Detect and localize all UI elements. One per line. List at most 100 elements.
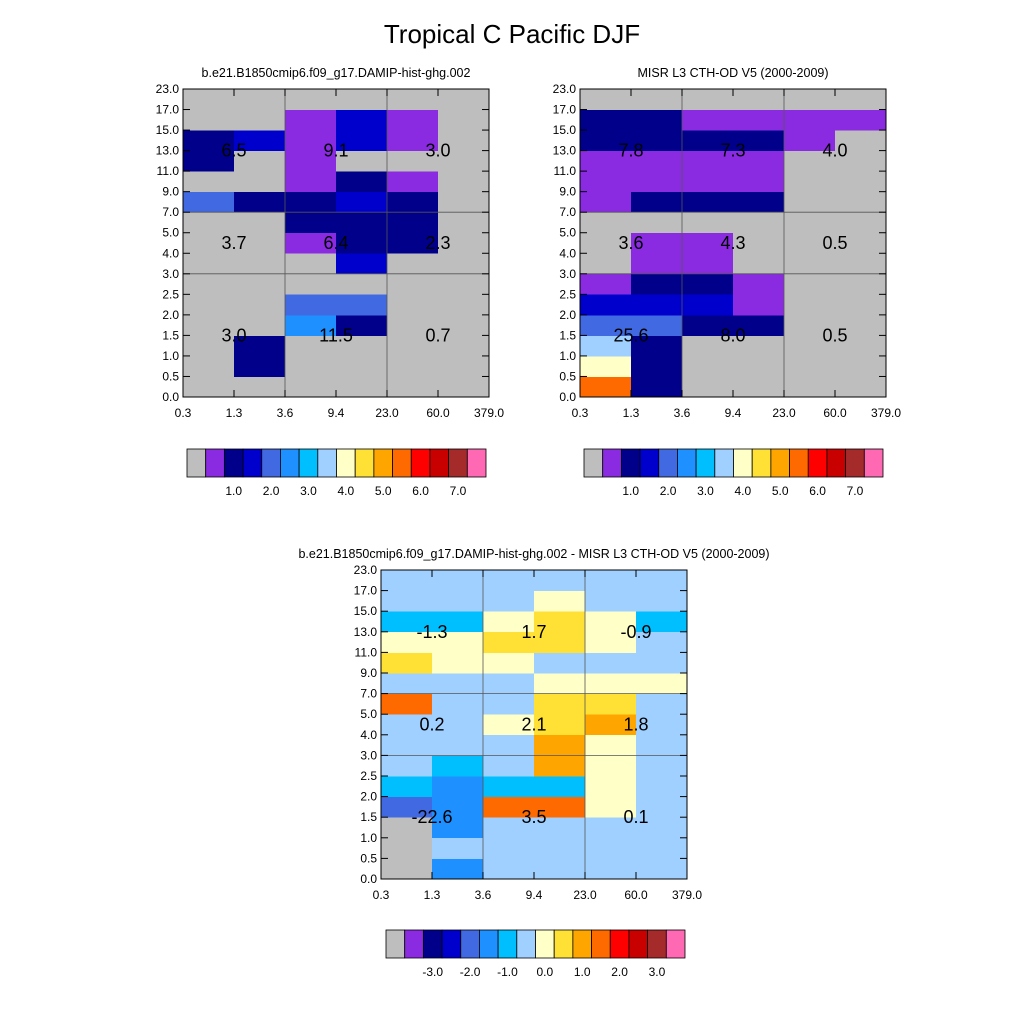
colorbar-box — [665, 929, 686, 959]
heatmap-cell — [432, 652, 484, 674]
y-tick-label: 4.0 — [162, 246, 179, 260]
y-tick-label: 0.5 — [559, 369, 576, 383]
y-tick-label: 1.5 — [360, 810, 377, 824]
y-tick-label: 2.5 — [559, 287, 576, 301]
heatmap-cell — [438, 335, 490, 357]
heatmap-cell — [733, 130, 785, 151]
colorbar: -3.0 -2.0 -1.0 0.0 1.0 2.0 3.0 — [385, 929, 686, 979]
y-tick-label: 1.0 — [162, 349, 179, 363]
colorbar-box — [602, 448, 622, 478]
group-sum-label: 25.6 — [613, 325, 648, 345]
heatmap-cell — [733, 376, 785, 398]
heatmap-cell — [631, 109, 683, 131]
heatmap-cell — [285, 89, 337, 110]
heatmap-cell — [631, 212, 683, 234]
heatmap-cell — [432, 570, 484, 591]
heatmap-cell — [585, 776, 637, 797]
x-tick-label: 1.3 — [226, 406, 243, 420]
heatmap-cell — [432, 796, 484, 818]
heatmap-cell — [631, 191, 683, 213]
colorbar-box — [770, 448, 790, 478]
heatmap-cell — [631, 294, 683, 316]
colorbar-box — [535, 929, 555, 959]
heatmap-cell — [432, 858, 484, 880]
group-sum-label: 0.5 — [822, 325, 847, 345]
heatmap-cell — [285, 212, 337, 234]
colorbar-box — [317, 448, 337, 478]
colorbar-box — [695, 448, 716, 478]
x-tick-label: 23.0 — [573, 888, 597, 902]
heatmap-cell — [285, 335, 337, 357]
group-sum-label: 0.1 — [623, 807, 648, 827]
heatmap-cell — [285, 294, 337, 316]
axes — [579, 88, 887, 398]
heatmap-cell — [636, 673, 688, 694]
heatmap-cell — [285, 191, 337, 213]
heatmap-cell — [580, 253, 632, 275]
heatmap-cell — [285, 314, 337, 336]
heatmap-cell — [234, 150, 286, 172]
heatmap-cell — [432, 817, 484, 839]
heatmap-cell — [636, 570, 688, 591]
group-sum-label: 7.8 — [618, 141, 643, 161]
heatmap-cell — [387, 171, 439, 193]
heatmap-cell — [483, 714, 535, 736]
heatmap-cell — [483, 858, 535, 880]
group-lines — [580, 89, 886, 397]
heatmap-cell — [336, 89, 388, 110]
y-tick-label: 9.0 — [162, 185, 179, 199]
y-tick-label: 0.0 — [162, 390, 179, 404]
colorbar-box — [242, 448, 263, 478]
y-tick-label: 0.5 — [162, 369, 179, 383]
heatmap-cell — [585, 673, 637, 694]
heatmap-cell — [483, 673, 535, 694]
group-lines — [381, 570, 687, 879]
heatmap-cell — [381, 858, 433, 880]
heatmap-cell — [784, 355, 836, 377]
heatmap-cell — [234, 376, 286, 398]
heatmap-cell — [183, 355, 235, 377]
heatmap-cell — [387, 253, 439, 275]
heatmap-cell — [234, 212, 286, 234]
heatmap-cell — [585, 858, 637, 880]
heatmap-cell — [534, 570, 586, 591]
heatmap-cell — [835, 355, 887, 377]
group-sum-label: 11.5 — [319, 325, 353, 345]
group-sum-label: 1.8 — [623, 715, 648, 735]
heatmap-cell — [285, 109, 337, 131]
colorbar-label: -3.0 — [422, 965, 443, 979]
x-tick-label: 60.0 — [426, 406, 450, 420]
heatmap-cell — [585, 652, 637, 674]
heatmap-cell — [835, 376, 887, 398]
colorbar-box — [280, 448, 300, 478]
heatmap-cell — [336, 212, 388, 234]
y-tick-label: 9.0 — [559, 185, 576, 199]
heatmap-cell — [381, 631, 433, 653]
heatmap-cell — [636, 817, 688, 839]
heatmap-cell — [438, 294, 490, 316]
y-tick-label: 1.5 — [559, 328, 576, 342]
heatmap-cell — [285, 253, 337, 275]
colorbar-box — [205, 448, 225, 478]
heatmap-cell — [387, 294, 439, 316]
heatmap-cell — [682, 355, 734, 377]
heatmap-cell — [733, 171, 785, 193]
heatmap-cell — [636, 693, 688, 715]
y-tick-label: 3.0 — [162, 267, 179, 281]
heatmap-cell — [183, 335, 235, 357]
x-tick-label: 379.0 — [474, 406, 504, 420]
panel-1: b.e21.B1850cmip6.f09_g17.DAMIP-hist-ghg.… — [156, 66, 505, 498]
colorbar-box — [261, 448, 281, 478]
heatmap-cell — [534, 837, 586, 859]
heatmap-cell — [483, 631, 535, 653]
heatmap-cell — [682, 212, 734, 234]
heatmap-cell — [183, 171, 235, 193]
heatmap-cell — [183, 89, 235, 110]
y-tick-label: 13.0 — [553, 144, 577, 158]
heatmap-cell — [534, 755, 586, 777]
heatmap-cell — [784, 109, 836, 131]
heatmap-cell — [585, 714, 637, 736]
y-tick-label: 9.0 — [360, 666, 377, 680]
heatmap-cell — [438, 89, 490, 110]
heatmap-cell — [387, 376, 439, 398]
